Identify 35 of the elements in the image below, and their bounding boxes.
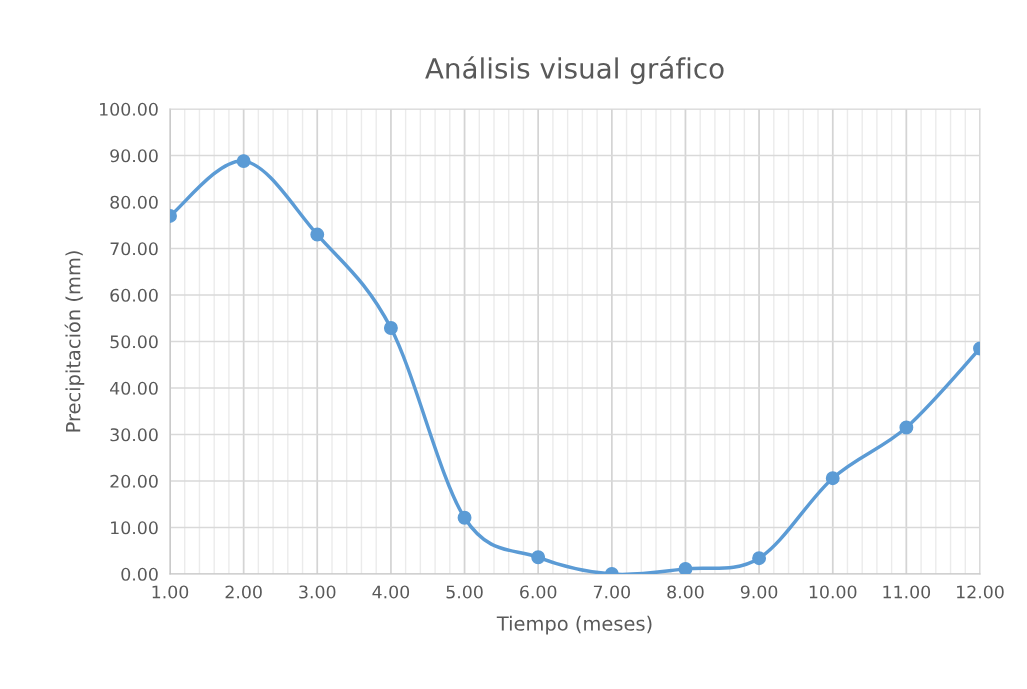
point bbox=[383, 321, 398, 335]
point bbox=[899, 420, 914, 435]
y-tick-label: 40.00 bbox=[110, 381, 158, 395]
y-tick-label: 100.00 bbox=[100, 102, 158, 116]
y-axis-title: Precipitación (mm) bbox=[64, 251, 85, 432]
y-tick-label: 90.00 bbox=[110, 149, 158, 163]
point bbox=[752, 551, 767, 566]
y-tick-label: 50.00 bbox=[110, 335, 158, 349]
y-tick-label: 0.00 bbox=[121, 567, 158, 581]
point bbox=[310, 227, 325, 242]
y-tick-label: 80.00 bbox=[110, 195, 158, 209]
x-tick-label: 8.00 bbox=[667, 585, 704, 599]
x-tick-label: 1.00 bbox=[152, 585, 189, 599]
point bbox=[457, 510, 472, 525]
x-tick-label: 11.00 bbox=[883, 585, 931, 599]
x-tick-label: 7.00 bbox=[593, 585, 630, 599]
point bbox=[531, 550, 546, 565]
x-axis-title: Tiempo (meses) bbox=[496, 615, 652, 635]
x-tick-label: 3.00 bbox=[299, 585, 336, 599]
y-tick-label: 60.00 bbox=[110, 288, 158, 302]
x-tick-label: 6.00 bbox=[520, 585, 557, 599]
x-tick-label: 2.00 bbox=[225, 585, 262, 599]
point bbox=[825, 471, 840, 486]
y-tick-label: 10.00 bbox=[111, 521, 158, 535]
x-tick-label: 5.00 bbox=[446, 585, 483, 599]
chart-title: Análisis visual gráfico bbox=[425, 56, 724, 85]
x-tick-label: 9.00 bbox=[740, 585, 778, 599]
y-tick-label: 20.00 bbox=[110, 474, 158, 488]
x-tick-label: 4.00 bbox=[372, 585, 410, 599]
point bbox=[236, 154, 251, 169]
y-tick-label: 70.00 bbox=[110, 242, 158, 256]
x-tick-label: 10.00 bbox=[809, 585, 857, 599]
y-tick-label: 30.00 bbox=[110, 428, 158, 442]
x-tick-label: 12.00 bbox=[957, 585, 1004, 599]
point bbox=[678, 561, 693, 574]
